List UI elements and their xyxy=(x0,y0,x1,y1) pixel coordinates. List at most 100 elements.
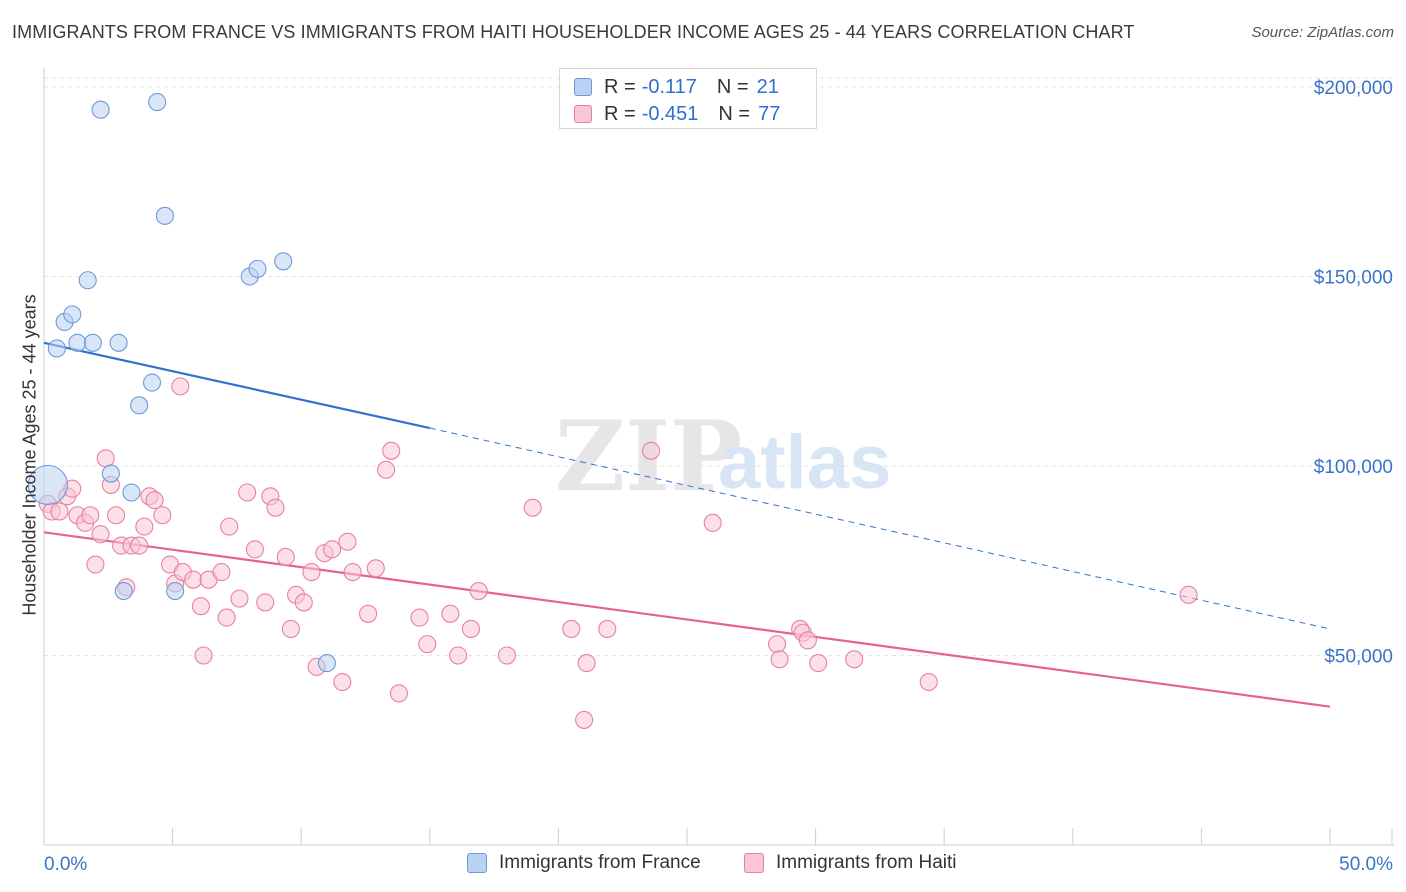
legend-n-value-france: 21 xyxy=(756,75,779,98)
france-point xyxy=(274,252,293,271)
haiti-point xyxy=(245,540,264,559)
haiti-trend-line xyxy=(43,531,1331,708)
bottom-legend-swatch-haiti xyxy=(744,853,764,873)
y-tick-label: $150,000 xyxy=(1314,267,1393,288)
bottom-legend-label-france: Immigrants from France xyxy=(499,852,701,873)
bottom-legend-swatch-france xyxy=(467,853,487,873)
y-tick-label: $50,000 xyxy=(1324,646,1393,667)
haiti-point xyxy=(359,604,378,623)
france-point xyxy=(47,339,66,358)
haiti-point xyxy=(212,563,231,582)
haiti-point xyxy=(1179,585,1198,604)
france-point xyxy=(83,333,102,352)
legend-swatch-haiti xyxy=(574,105,592,123)
france-point xyxy=(68,333,87,352)
haiti-point xyxy=(767,635,787,654)
france-point xyxy=(166,582,185,601)
france-point xyxy=(130,396,149,415)
haiti-point xyxy=(809,654,828,673)
legend-r-label: R = xyxy=(604,75,636,98)
france-trend-line xyxy=(43,341,431,430)
bottom-legend-label-haiti: Immigrants from Haiti xyxy=(776,852,957,873)
haiti-point xyxy=(469,582,488,601)
haiti-point xyxy=(343,563,362,582)
haiti-point xyxy=(135,517,154,536)
haiti-point xyxy=(230,589,249,608)
haiti-point xyxy=(130,536,149,555)
france-point xyxy=(155,206,174,225)
haiti-point xyxy=(338,532,357,551)
legend-n-value-haiti: 77 xyxy=(758,102,781,125)
source-label: Source: ZipAtlas.com xyxy=(1251,24,1394,41)
haiti-point xyxy=(191,597,210,616)
haiti-point xyxy=(770,650,789,669)
haiti-point xyxy=(461,619,481,639)
haiti-point xyxy=(410,608,429,627)
haiti-point xyxy=(171,377,190,396)
haiti-point xyxy=(382,441,401,460)
haiti-point xyxy=(323,540,342,559)
haiti-point xyxy=(845,650,864,669)
haiti-point xyxy=(798,631,817,650)
haiti-point xyxy=(217,608,236,627)
haiti-point xyxy=(81,506,100,525)
haiti-point xyxy=(441,604,460,623)
bottom-legend-haiti: Immigrants from Haiti xyxy=(744,852,957,874)
haiti-point xyxy=(153,506,172,525)
haiti-point xyxy=(106,506,126,525)
haiti-point xyxy=(194,646,213,665)
legend-swatch-france xyxy=(574,78,592,96)
haiti-point xyxy=(577,654,596,673)
france-point xyxy=(142,373,162,392)
haiti-point xyxy=(575,710,594,729)
legend-row-haiti: R = -0.451 N = 77 xyxy=(574,102,780,126)
haiti-point xyxy=(145,491,164,510)
haiti-point xyxy=(256,593,275,612)
haiti-point xyxy=(377,460,396,479)
haiti-point xyxy=(238,483,257,502)
haiti-point xyxy=(91,525,110,544)
haiti-point xyxy=(281,619,300,639)
france-point xyxy=(91,100,110,119)
legend-n-label: N = xyxy=(716,75,749,98)
france-point xyxy=(63,305,82,324)
x-tick-label: 0.0% xyxy=(44,854,87,875)
haiti-point xyxy=(184,570,203,589)
haiti-point xyxy=(598,619,617,639)
france-point xyxy=(27,464,68,506)
x-tick-label: 50.0% xyxy=(1339,854,1393,875)
france-point xyxy=(78,271,97,290)
tick-labels: $50,000 $100,000 $150,000 $200,000 0.0% 50.0% xyxy=(44,78,1393,875)
haiti-point xyxy=(703,513,722,532)
haiti-point xyxy=(86,555,105,574)
haiti-point xyxy=(919,672,938,692)
gridlines xyxy=(44,77,1394,656)
watermark-atlas: atlas xyxy=(718,420,891,505)
france-point xyxy=(101,464,120,483)
data-points xyxy=(27,93,1198,729)
haiti-point xyxy=(96,449,115,468)
haiti-point xyxy=(389,684,408,703)
haiti-point xyxy=(333,672,352,692)
haiti-point xyxy=(418,635,437,654)
correlation-legend: R = -0.117 N = 21 R = -0.451 N = 77 xyxy=(559,68,817,129)
haiti-point xyxy=(50,502,69,521)
haiti-point xyxy=(562,619,581,639)
watermark: ZIP atlas xyxy=(555,400,891,513)
france-point xyxy=(122,483,141,502)
haiti-point xyxy=(641,441,661,460)
haiti-point xyxy=(276,547,295,566)
legend-r-value-france: -0.117 xyxy=(641,75,697,98)
trend-lines xyxy=(43,341,1331,708)
haiti-point xyxy=(294,593,313,612)
haiti-point xyxy=(497,646,517,665)
haiti-point xyxy=(449,646,468,665)
y-axis-label: Householder Income Ages 25 - 44 years xyxy=(19,294,40,616)
haiti-point xyxy=(266,498,285,517)
legend-n-label: N = xyxy=(718,102,751,125)
france-point xyxy=(248,259,267,278)
haiti-point xyxy=(523,498,542,517)
legend-row-france: R = -0.117 N = 21 xyxy=(574,75,779,99)
y-tick-label: $200,000 xyxy=(1314,78,1393,99)
france-point xyxy=(317,654,336,673)
